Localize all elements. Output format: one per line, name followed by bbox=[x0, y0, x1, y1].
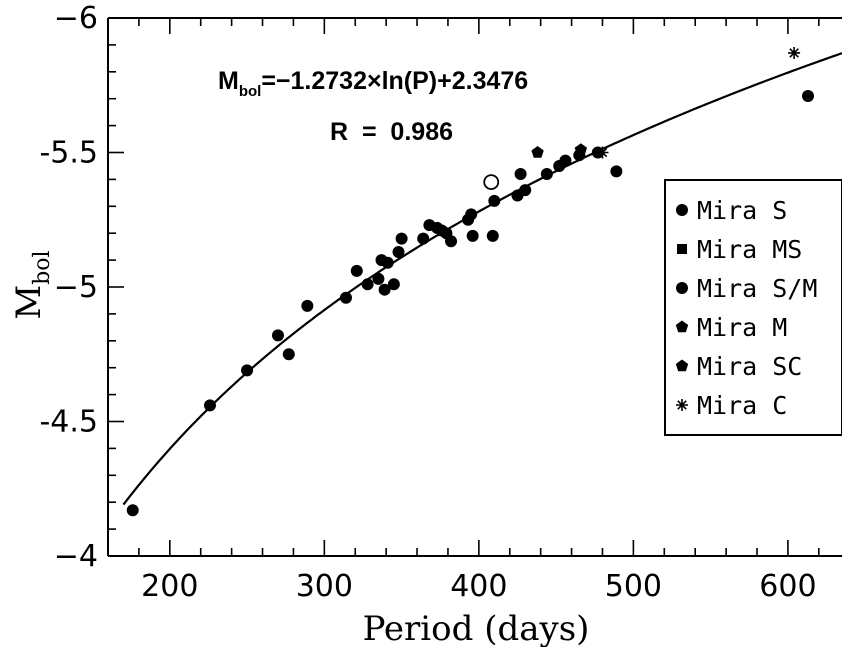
point-mira-c-0 bbox=[596, 146, 609, 159]
legend-marker-mira-s-m bbox=[676, 282, 688, 294]
y-tick-label-0: −4 bbox=[54, 539, 98, 574]
legend-items: Mira S Mira MS Mira S/M Mira M Mira SC Mira C bbox=[675, 196, 817, 420]
legend-marker-mira-ms bbox=[677, 244, 687, 254]
legend: Mira S Mira MS Mira S/M Mira M Mira SC Mira C bbox=[664, 179, 842, 436]
point-mira-s-24 bbox=[466, 229, 479, 242]
point-mira-s-21 bbox=[445, 235, 458, 248]
y-tick-label-3: -5.5 bbox=[39, 136, 98, 171]
point-mira-s-1 bbox=[203, 399, 216, 412]
point-mira-s-m-0 bbox=[483, 174, 500, 190]
point-mira-s-29 bbox=[519, 184, 532, 197]
point-mira-s-13 bbox=[387, 278, 400, 291]
y-tick-label-2: −5 bbox=[54, 270, 98, 305]
point-mira-s-36 bbox=[802, 90, 815, 103]
correlation-annotation: R = 0.986 bbox=[330, 118, 453, 146]
x-tick-label-600: 600 bbox=[759, 569, 816, 604]
y-axis-title-sub: bol bbox=[30, 250, 55, 284]
fit-curve-layer bbox=[122, 52, 842, 506]
point-mira-s-7 bbox=[350, 264, 363, 277]
y-axis-title: Mbol bbox=[9, 250, 55, 319]
point-mira-s-2 bbox=[241, 364, 254, 377]
equation-subscript: bol bbox=[239, 83, 262, 100]
x-tick-label-500: 500 bbox=[605, 569, 662, 604]
x-tick-label-300: 300 bbox=[296, 569, 353, 604]
point-mira-s-5 bbox=[301, 299, 314, 312]
point-mira-s-9 bbox=[372, 272, 385, 285]
equation-symbol: M bbox=[218, 67, 239, 95]
y-tick-label-4: −6 bbox=[54, 1, 98, 36]
point-mira-s-6 bbox=[339, 291, 352, 304]
point-mira-s-35 bbox=[610, 165, 623, 178]
legend-marker-mira-c bbox=[676, 399, 688, 411]
point-mira-m-1 bbox=[574, 143, 588, 156]
legend-label-mira-m: Mira M bbox=[697, 313, 787, 342]
legend-marker-mira-s bbox=[676, 204, 688, 216]
x-tick-label-400: 400 bbox=[450, 569, 507, 604]
legend-marker-mira-sc bbox=[675, 359, 689, 372]
point-mira-s-25 bbox=[486, 229, 499, 242]
legend-marker-mira-m bbox=[675, 320, 689, 333]
legend-label-mira-ms: Mira MS bbox=[697, 235, 802, 264]
equation-body: =−1.2732×ln(P)+2.3476 bbox=[261, 67, 528, 95]
point-mira-s-11 bbox=[378, 283, 391, 296]
legend-label-mira-c: Mira C bbox=[697, 391, 787, 420]
point-mira-s-26 bbox=[488, 194, 501, 207]
fit-curve bbox=[122, 52, 842, 506]
point-mira-s-15 bbox=[395, 232, 408, 245]
point-mira-s-3 bbox=[271, 329, 284, 342]
point-mira-m-0 bbox=[531, 146, 544, 158]
point-mira-s-12 bbox=[381, 256, 394, 269]
axes: 200 300 400 500 600 −4 -4.5 −5 -5.5 −6 bbox=[39, 1, 842, 604]
point-mira-c-1 bbox=[788, 46, 801, 59]
legend-label-mira-s-m: Mira S/M bbox=[697, 274, 817, 303]
legend-label-mira-s: Mira S bbox=[697, 196, 787, 225]
point-mira-s-8 bbox=[361, 278, 374, 291]
legend-box bbox=[664, 179, 842, 436]
point-mira-s-0 bbox=[126, 504, 139, 517]
point-mira-s-23 bbox=[465, 208, 478, 221]
y-tick-label-1: -4.5 bbox=[39, 405, 98, 440]
x-axis-title: Period (days) bbox=[363, 609, 590, 647]
y-axis-title-main: M bbox=[9, 285, 49, 320]
data-points bbox=[126, 46, 815, 517]
x-tick-label-200: 200 bbox=[141, 569, 198, 604]
point-mira-s-30 bbox=[540, 168, 553, 181]
point-mira-s-4 bbox=[282, 348, 295, 361]
point-mira-s-16 bbox=[417, 232, 430, 245]
point-mira-s-32 bbox=[559, 154, 572, 167]
legend-label-mira-sc: Mira SC bbox=[697, 352, 802, 381]
point-mira-s-28 bbox=[514, 168, 527, 181]
equation-annotation: Mbol=−1.2732×ln(P)+2.3476 bbox=[218, 67, 528, 100]
point-mira-s-14 bbox=[392, 246, 405, 259]
